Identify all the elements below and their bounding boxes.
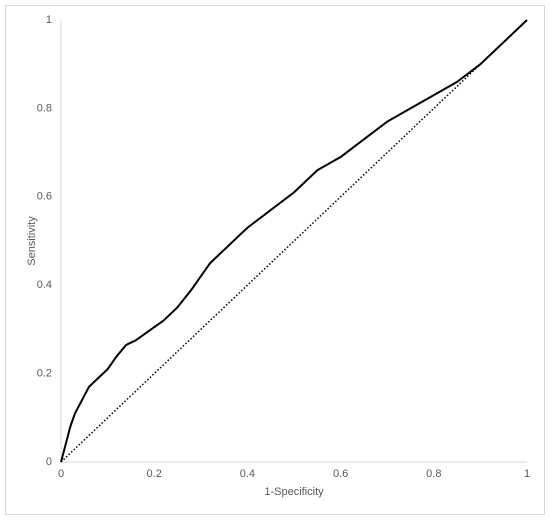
x-tick-label: 0 xyxy=(58,468,64,480)
y-tick-label: 1 xyxy=(46,14,52,26)
reference-line xyxy=(60,19,528,463)
roc-curve xyxy=(60,19,528,463)
y-tick-label: 0.8 xyxy=(37,102,52,114)
x-tick-label: 0.2 xyxy=(147,468,162,480)
x-tick-label: 0.6 xyxy=(333,468,348,480)
x-axis-title: 1-Specificity xyxy=(264,486,324,498)
x-tick-label: 1 xyxy=(524,468,530,480)
y-axis-title: Sensitivity xyxy=(26,216,38,266)
y-tick-label: 0.4 xyxy=(37,279,52,291)
x-tick-label: 0.4 xyxy=(240,468,255,480)
y-tick-label: 0.6 xyxy=(37,191,52,203)
y-tick-label: 0.2 xyxy=(37,368,52,380)
x-tick-label: 0.8 xyxy=(426,468,441,480)
y-tick-label: 0 xyxy=(46,456,52,468)
